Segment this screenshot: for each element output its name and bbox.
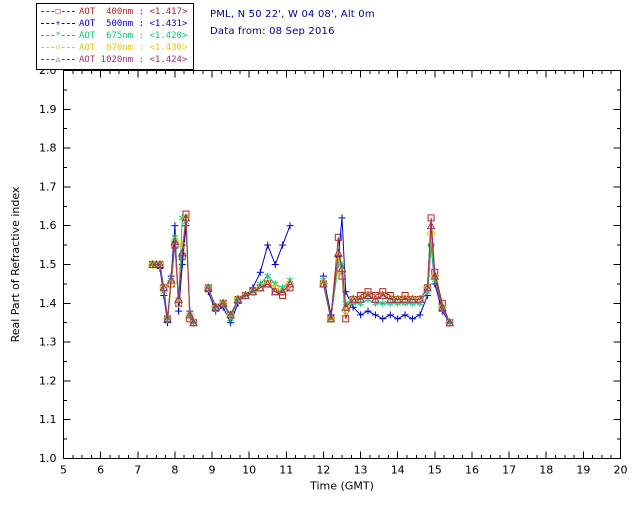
series-aot-870nm <box>147 213 455 328</box>
svg-text:13: 13 <box>354 464 368 477</box>
svg-text:19: 19 <box>576 464 590 477</box>
legend-separator: : <box>133 55 150 65</box>
svg-text:1.3: 1.3 <box>39 336 57 349</box>
station-info: PML, N 50 22', W 04 08', Alt 0m <box>210 9 375 20</box>
svg-text:1.6: 1.6 <box>39 219 57 232</box>
x-axis-label: Time (GMT) <box>309 480 374 493</box>
legend-item-aot-675nm: * AOT 675nm : <1.420> <box>41 30 187 42</box>
svg-text:7: 7 <box>134 464 141 477</box>
legend-retrieved-value: <1.424> <box>149 55 188 65</box>
legend-separator: : <box>133 7 150 17</box>
svg-text:11: 11 <box>279 464 293 477</box>
legend-item-aot-400nm: □ AOT 400nm : <1.417> <box>41 6 187 18</box>
legend-retrieved-value: <1.417> <box>149 7 188 17</box>
svg-text:1.9: 1.9 <box>39 103 57 116</box>
legend-separator: : <box>133 19 150 29</box>
legend-separator: : <box>133 31 150 41</box>
legend-label: AOT 870nm <box>79 43 134 53</box>
legend-item-aot-1020nm: △ AOT 1020nm : <1.424> <box>41 54 187 66</box>
legend-line-sample: + <box>41 19 75 29</box>
svg-text:1.1: 1.1 <box>39 413 57 426</box>
svg-text:1.4: 1.4 <box>39 297 57 310</box>
series-aot-500nm <box>149 214 454 327</box>
plus-marker-icon: + <box>54 18 62 28</box>
svg-text:1.7: 1.7 <box>39 180 57 193</box>
legend-separator: : <box>133 43 150 53</box>
legend-retrieved-value: <1.431> <box>149 19 188 29</box>
legend-label: AOT 500nm <box>79 19 134 29</box>
svg-text:1.2: 1.2 <box>39 374 57 387</box>
svg-text:20: 20 <box>614 464 628 477</box>
svg-text:15: 15 <box>428 464 442 477</box>
svg-text:1.8: 1.8 <box>39 142 57 155</box>
svg-text:6: 6 <box>97 464 104 477</box>
legend-retrieved-value: <1.430> <box>149 43 188 53</box>
svg-text:1.0: 1.0 <box>39 452 57 465</box>
y-axis-label: Real Part of Refractive index <box>9 186 22 342</box>
svg-text:18: 18 <box>539 464 553 477</box>
triangle-marker-icon: △ <box>54 54 62 64</box>
legend-label: AOT 675nm <box>79 31 134 41</box>
legend-line-sample: □ <box>41 7 75 17</box>
axes <box>63 70 621 459</box>
legend-line-sample: ◇ <box>41 43 75 53</box>
asterisk-marker-icon: * <box>54 30 62 40</box>
svg-text:10: 10 <box>242 464 256 477</box>
legend-item-aot-870nm: ◇ AOT 870nm : <1.430> <box>41 42 187 54</box>
svg-text:1.5: 1.5 <box>39 258 57 271</box>
svg-text:9: 9 <box>209 464 216 477</box>
legend-item-aot-500nm: + AOT 500nm : <1.431> <box>41 18 187 30</box>
svg-text:16: 16 <box>465 464 479 477</box>
legend-label: AOT 400nm <box>79 7 134 17</box>
square-marker-icon: □ <box>54 6 62 16</box>
legend-retrieved-value: <1.420> <box>149 31 188 41</box>
svg-text:17: 17 <box>502 464 516 477</box>
legend-line-sample: * <box>41 31 75 41</box>
svg-text:12: 12 <box>316 464 330 477</box>
svg-text:5: 5 <box>60 464 67 477</box>
series-aot-400nm <box>149 210 454 327</box>
diamond-marker-icon: ◇ <box>54 42 62 52</box>
series-aot-1020nm <box>148 213 455 327</box>
svg-text:8: 8 <box>171 464 178 477</box>
series-aot-675nm <box>149 214 453 327</box>
legend: □ AOT 400nm : <1.417> + AOT 500nm : <1.431>… <box>36 3 195 70</box>
chart-header: PML, N 50 22', W 04 08', Alt 0m Data fro… <box>210 6 375 40</box>
legend-label: AOT 1020nm <box>79 55 134 65</box>
data-date: Data from: 08 Sep 2016 <box>210 26 335 37</box>
legend-line-sample: △ <box>41 55 75 65</box>
svg-text:14: 14 <box>391 464 405 477</box>
